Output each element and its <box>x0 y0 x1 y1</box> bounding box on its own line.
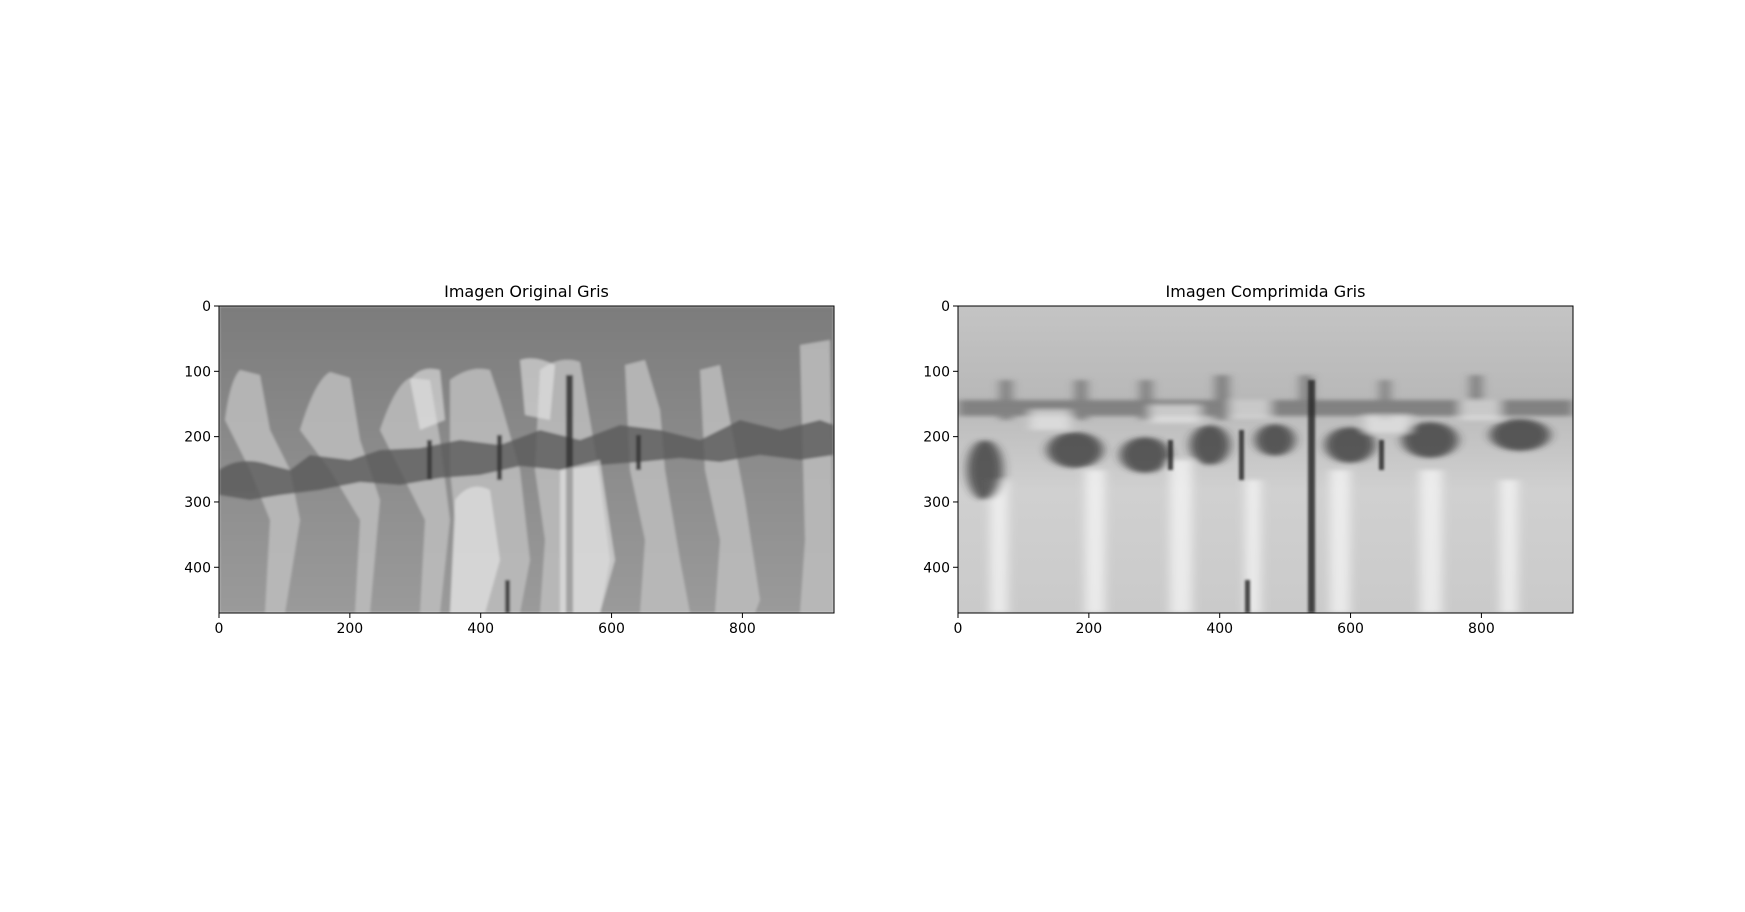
panel-compressed: Imagen Comprimida Gris <box>923 282 1574 637</box>
y-tick-label: 200 <box>184 430 211 446</box>
axes-frame <box>218 305 835 614</box>
x-tick-label: 400 <box>1206 621 1233 637</box>
y-tick-label: 0 <box>202 299 211 315</box>
y-tick-label: 0 <box>941 299 950 315</box>
axis-ticks: 0 200 400 600 800 0 100 200 300 400 <box>923 299 1495 637</box>
x-tick-label: 0 <box>215 621 224 637</box>
axes-frame <box>957 305 1574 614</box>
x-tick-label: 200 <box>1075 621 1102 637</box>
panel-title: Imagen Comprimida Gris <box>1166 282 1366 301</box>
axis-ticks: 0 200 400 600 800 0 100 200 300 400 <box>184 299 756 637</box>
y-tick-label: 400 <box>184 560 211 576</box>
x-tick-label: 400 <box>467 621 494 637</box>
panel-original: Imagen Original Gris <box>184 282 835 637</box>
x-tick-label: 800 <box>729 621 756 637</box>
x-tick-label: 600 <box>1337 621 1364 637</box>
grayscale-photo-icon <box>219 306 834 613</box>
y-tick-label: 400 <box>923 560 950 576</box>
y-tick-label: 300 <box>184 495 211 511</box>
x-tick-label: 200 <box>336 621 363 637</box>
y-tick-label: 100 <box>184 364 211 380</box>
y-tick-label: 200 <box>923 430 950 446</box>
y-tick-label: 300 <box>923 495 950 511</box>
panel-title: Imagen Original Gris <box>444 282 609 301</box>
x-tick-label: 800 <box>1468 621 1495 637</box>
x-tick-label: 600 <box>598 621 625 637</box>
grayscale-compressed-photo-icon <box>958 306 1573 613</box>
x-tick-label: 0 <box>954 621 963 637</box>
y-tick-label: 100 <box>923 364 950 380</box>
